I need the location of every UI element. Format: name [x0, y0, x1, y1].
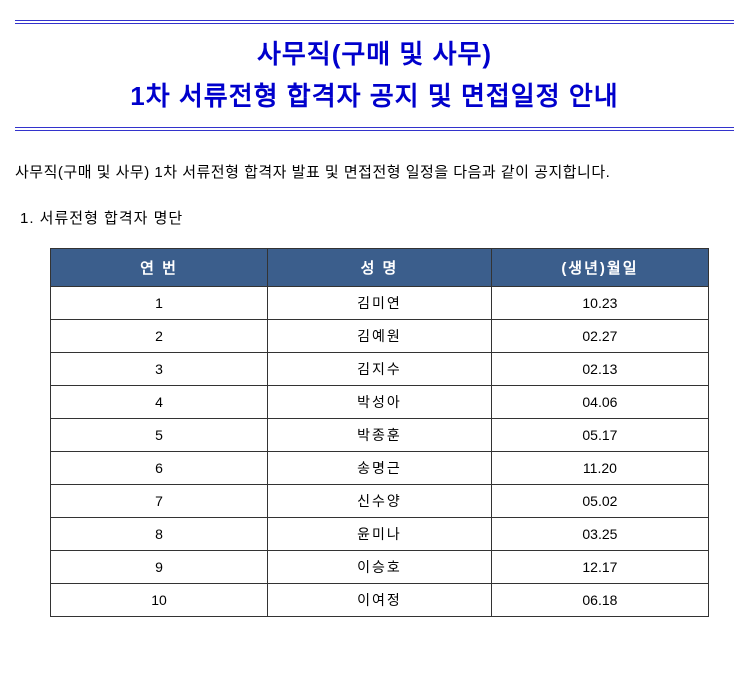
applicant-table: 연 번 성 명 (생년)월일 1김미연10.232김예원02.273김지수02.…	[50, 248, 709, 617]
table-header-row: 연 번 성 명 (생년)월일	[51, 249, 709, 287]
cell-number: 7	[51, 485, 268, 518]
cell-name: 김지수	[268, 353, 492, 386]
table-row: 1김미연10.23	[51, 287, 709, 320]
table-container: 연 번 성 명 (생년)월일 1김미연10.232김예원02.273김지수02.…	[0, 248, 749, 617]
cell-name: 김예원	[268, 320, 492, 353]
intro-paragraph: 사무직(구매 및 사무) 1차 서류전형 합격자 발표 및 면접전형 일정을 다…	[15, 161, 734, 182]
cell-name: 이여정	[268, 584, 492, 617]
cell-birthdate: 03.25	[491, 518, 708, 551]
cell-name: 윤미나	[268, 518, 492, 551]
cell-number: 3	[51, 353, 268, 386]
cell-birthdate: 06.18	[491, 584, 708, 617]
col-header-name: 성 명	[268, 249, 492, 287]
table-row: 6송명근11.20	[51, 452, 709, 485]
cell-birthdate: 02.27	[491, 320, 708, 353]
table-row: 8윤미나03.25	[51, 518, 709, 551]
cell-birthdate: 12.17	[491, 551, 708, 584]
cell-number: 1	[51, 287, 268, 320]
cell-name: 이승호	[268, 551, 492, 584]
title-block: 사무직(구매 및 사무) 1차 서류전형 합격자 공지 및 면접일정 안내	[15, 20, 734, 131]
cell-name: 박성아	[268, 386, 492, 419]
cell-birthdate: 05.17	[491, 419, 708, 452]
section-heading: 1. 서류전형 합격자 명단	[20, 207, 734, 228]
title-line-1: 사무직(구매 및 사무)	[15, 34, 734, 76]
table-row: 10이여정06.18	[51, 584, 709, 617]
cell-name: 신수양	[268, 485, 492, 518]
cell-number: 6	[51, 452, 268, 485]
table-row: 4박성아04.06	[51, 386, 709, 419]
cell-name: 김미연	[268, 287, 492, 320]
cell-name: 송명근	[268, 452, 492, 485]
cell-birthdate: 11.20	[491, 452, 708, 485]
table-row: 5박종훈05.17	[51, 419, 709, 452]
title-line-2: 1차 서류전형 합격자 공지 및 면접일정 안내	[15, 76, 734, 118]
cell-birthdate: 10.23	[491, 287, 708, 320]
cell-number: 4	[51, 386, 268, 419]
table-row: 9이승호12.17	[51, 551, 709, 584]
cell-birthdate: 04.06	[491, 386, 708, 419]
col-header-number: 연 번	[51, 249, 268, 287]
cell-birthdate: 05.02	[491, 485, 708, 518]
cell-number: 9	[51, 551, 268, 584]
cell-number: 10	[51, 584, 268, 617]
table-row: 7신수양05.02	[51, 485, 709, 518]
cell-number: 5	[51, 419, 268, 452]
table-row: 3김지수02.13	[51, 353, 709, 386]
cell-number: 8	[51, 518, 268, 551]
cell-name: 박종훈	[268, 419, 492, 452]
cell-birthdate: 02.13	[491, 353, 708, 386]
cell-number: 2	[51, 320, 268, 353]
col-header-birthdate: (생년)월일	[491, 249, 708, 287]
table-row: 2김예원02.27	[51, 320, 709, 353]
